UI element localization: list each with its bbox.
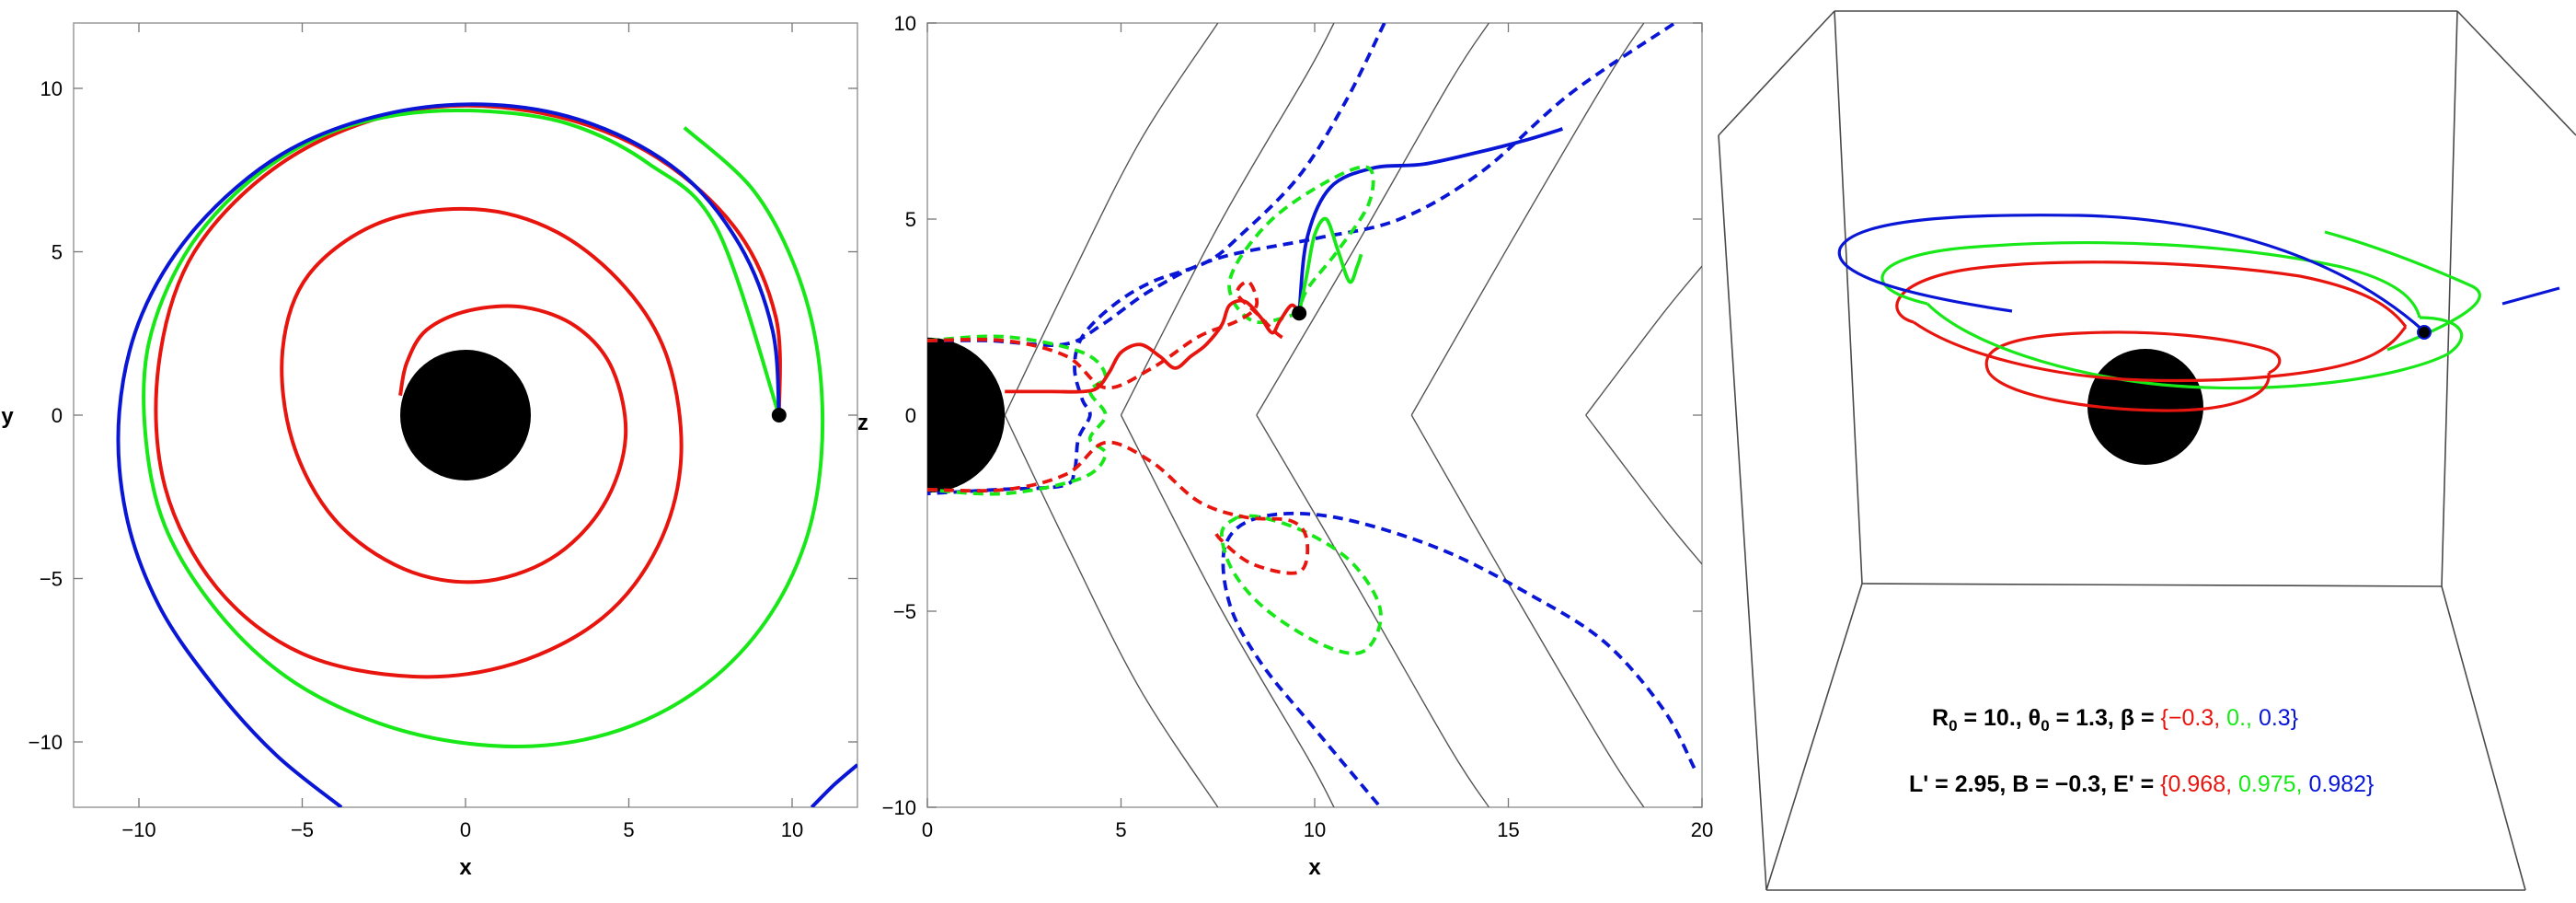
green-orbit-line bbox=[142, 108, 825, 748]
green-dashed-line bbox=[1227, 165, 1375, 324]
xy-y-axis-label: y bbox=[1, 404, 14, 429]
red-dashed-line bbox=[927, 280, 1289, 390]
params-line-2: L' = 2.95, B = −0.3, E' = {0.968, 0.975,… bbox=[1909, 771, 2374, 797]
green-solid-line bbox=[1297, 216, 1363, 314]
xz-section-panel: 0 5 10 15 20 −10 −5 0 5 10 x z bbox=[857, 12, 1714, 880]
black-hole bbox=[927, 337, 1006, 493]
xy-orbit-panel: −10 −5 0 5 10 −10 −5 0 5 10 x y bbox=[1, 22, 858, 880]
guide-curve bbox=[1256, 414, 1489, 807]
xy-x-tick-label: 5 bbox=[623, 818, 634, 841]
green-start-arc bbox=[2324, 230, 2481, 352]
guide-curve bbox=[1585, 265, 1702, 416]
xy-y-tick-label: −5 bbox=[40, 568, 63, 591]
xy-series-group bbox=[116, 102, 857, 807]
3d-bounding-box bbox=[1718, 10, 2576, 891]
xz-x-tick-label: 20 bbox=[1691, 818, 1713, 841]
xy-y-tick-label: −10 bbox=[29, 731, 63, 754]
green-dashed-line bbox=[1220, 514, 1383, 655]
red-dashed-line bbox=[927, 440, 1310, 575]
guide-curve bbox=[1256, 23, 1489, 416]
xz-ticks: 0 5 10 15 20 −10 −5 0 5 10 bbox=[882, 12, 1714, 841]
xz-x-tick-label: 0 bbox=[922, 818, 933, 841]
xy-x-tick-label: −5 bbox=[291, 818, 314, 841]
xz-x-axis-label: x bbox=[1308, 855, 1321, 880]
blue-reentry-arc bbox=[2501, 286, 2560, 306]
3d-orbit-panel: R0 = 10., θ0 = 1.3, β = {−0.3, 0., 0.3} … bbox=[1718, 10, 2576, 891]
blue-dashed-line bbox=[927, 23, 1676, 347]
green-ring-back bbox=[1880, 241, 2421, 318]
xz-y-tick-label: 10 bbox=[894, 12, 916, 35]
xz-y-tick-label: −10 bbox=[882, 796, 916, 819]
xz-guide-curves bbox=[1004, 23, 1702, 807]
xz-y-tick-label: −5 bbox=[893, 600, 916, 623]
start-point-3d bbox=[2417, 325, 2432, 340]
xz-x-tick-label: 10 bbox=[1304, 818, 1326, 841]
blue-dashed-line bbox=[1221, 511, 1696, 807]
xy-y-tick-label: 5 bbox=[52, 241, 63, 264]
green-dashed-line bbox=[927, 334, 1108, 496]
guide-curve bbox=[1004, 23, 1219, 416]
xz-y-axis-label: z bbox=[857, 411, 868, 435]
xy-x-tick-label: −10 bbox=[121, 818, 155, 841]
xy-ticks: −10 −5 0 5 10 −10 −5 0 5 10 bbox=[29, 23, 857, 841]
red-orbit-line bbox=[154, 103, 782, 679]
xy-x-tick-label: 10 bbox=[781, 818, 803, 841]
blue-outer-arc bbox=[1837, 214, 2426, 333]
red-inner-ring-front bbox=[1987, 371, 2271, 412]
guide-curve bbox=[1120, 23, 1335, 416]
xz-y-tick-label: 0 bbox=[905, 404, 916, 427]
red-solid-line bbox=[1005, 298, 1301, 394]
xy-y-tick-label: 0 bbox=[52, 404, 63, 427]
start-point bbox=[771, 408, 787, 423]
start-point bbox=[1292, 306, 1307, 321]
xz-x-tick-label: 15 bbox=[1497, 818, 1519, 841]
blue-orbit-reentry bbox=[810, 763, 857, 807]
guide-curve bbox=[1004, 414, 1219, 807]
xy-y-tick-label: 10 bbox=[40, 77, 63, 100]
red-outer-ring-back bbox=[1895, 260, 2408, 328]
params-line-1: R0 = 10., θ0 = 1.3, β = {−0.3, 0., 0.3} bbox=[1932, 705, 2298, 735]
guide-curve bbox=[1410, 23, 1645, 416]
green-ring-front bbox=[1926, 302, 2464, 390]
guide-curve bbox=[1120, 414, 1335, 807]
xz-y-tick-label: 5 bbox=[905, 208, 916, 231]
red-outer-ring-front bbox=[1913, 320, 2408, 383]
blue-orbit-line bbox=[116, 102, 781, 807]
guide-curve bbox=[1410, 414, 1645, 807]
xy-x-tick-label: 0 bbox=[460, 818, 471, 841]
guide-curve bbox=[1585, 414, 1702, 565]
xz-x-tick-label: 5 bbox=[1115, 818, 1126, 841]
xz-series-group bbox=[927, 23, 1696, 807]
black-hole bbox=[400, 350, 531, 480]
3d-series-group bbox=[1837, 214, 2560, 465]
xy-x-axis-label: x bbox=[459, 855, 472, 880]
